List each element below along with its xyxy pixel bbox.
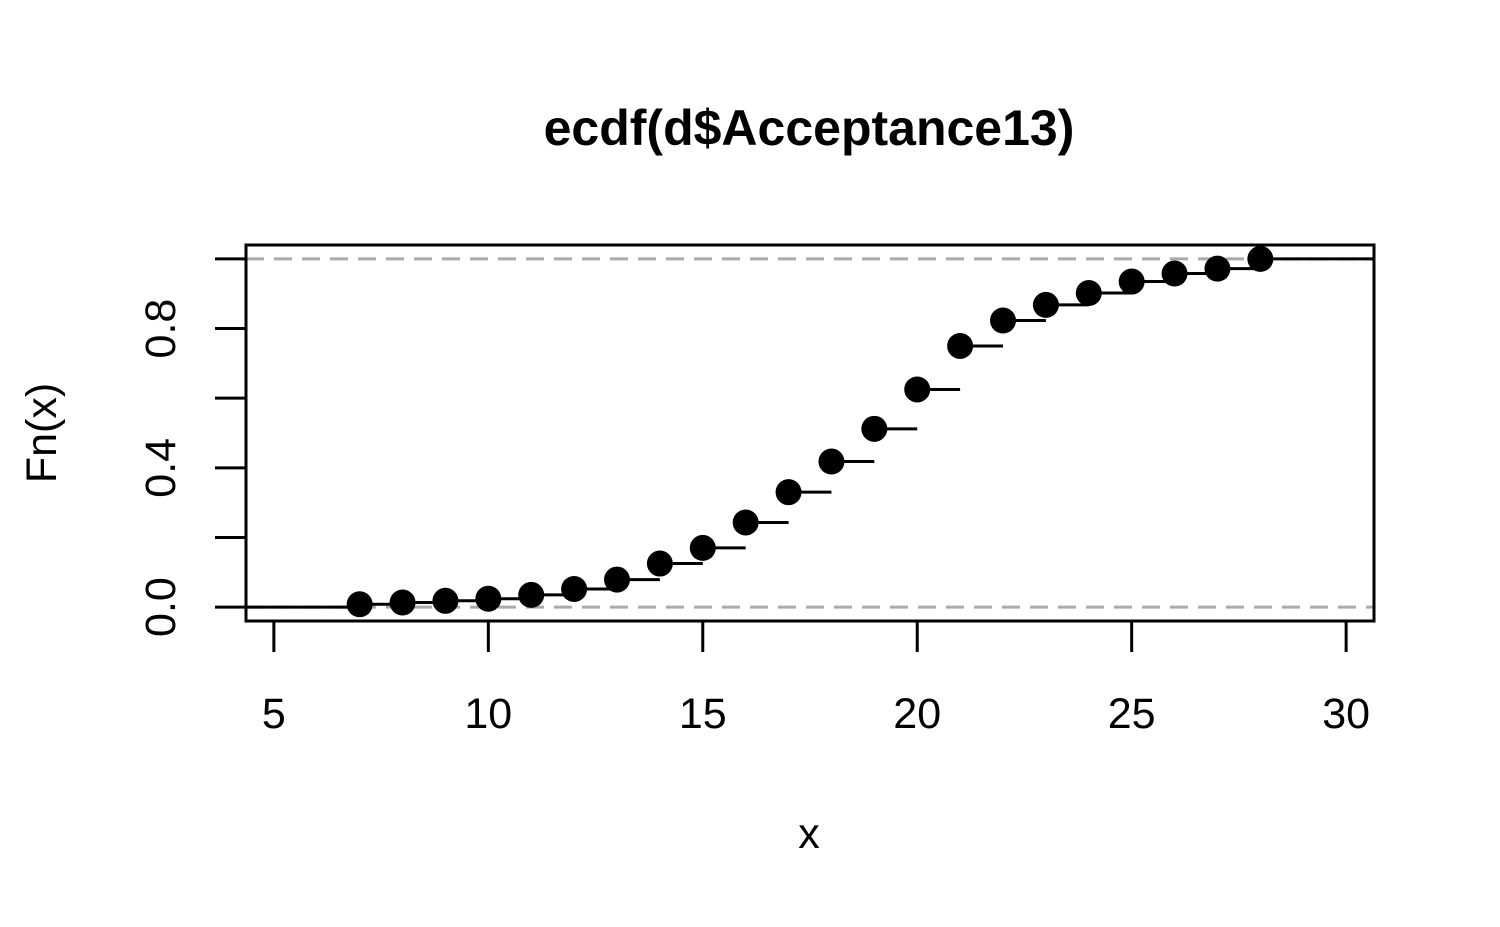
data-point: [646, 550, 673, 577]
data-point: [561, 575, 588, 602]
data-point: [1161, 260, 1188, 287]
reference-lines: [246, 257, 1374, 609]
data-point: [518, 581, 545, 608]
x-axis: 5 10 15 20 25 30: [262, 619, 1370, 738]
y-axis-label: Fn(x): [18, 383, 66, 483]
data-point: [1247, 245, 1274, 272]
x-tick-label: 30: [1322, 690, 1370, 738]
ecdf-points: [346, 245, 1274, 618]
y-tick-label: 0.8: [137, 299, 185, 359]
y-tick-label: 0.0: [137, 577, 185, 637]
x-tick-label: 10: [464, 690, 512, 738]
data-point: [818, 448, 845, 475]
x-axis-label: x: [798, 810, 820, 858]
data-point: [1032, 291, 1059, 318]
ecdf-steps: [246, 257, 1374, 609]
data-point: [775, 479, 802, 506]
chart-title: ecdf(d$Acceptance13): [544, 100, 1075, 156]
x-tick-label: 5: [262, 690, 286, 738]
x-tick-label: 15: [679, 690, 727, 738]
x-tick-label: 20: [893, 690, 941, 738]
data-point: [861, 415, 888, 442]
y-axis: 0.0 0.4 0.8: [137, 257, 248, 637]
data-point: [990, 307, 1017, 334]
data-point: [603, 566, 630, 593]
data-point: [689, 534, 716, 561]
y-tick-label: 0.4: [137, 438, 185, 498]
x-tick-label: 25: [1108, 690, 1156, 738]
data-point: [1118, 268, 1145, 295]
data-point: [1075, 280, 1102, 307]
data-point: [904, 376, 931, 403]
data-point: [475, 585, 502, 612]
data-point: [432, 587, 459, 614]
data-point: [732, 509, 759, 536]
data-point: [947, 332, 974, 359]
data-point: [1204, 255, 1231, 282]
plot-frame: [244, 243, 1376, 623]
data-point: [346, 591, 373, 618]
data-point: [389, 589, 416, 616]
